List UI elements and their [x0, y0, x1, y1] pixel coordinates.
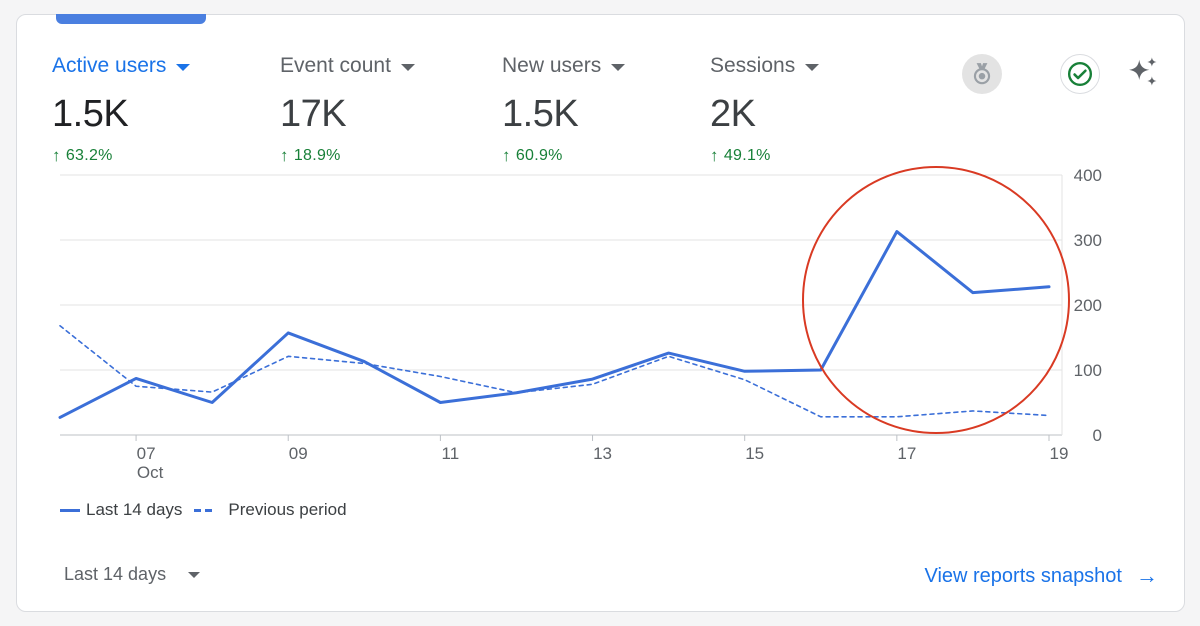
- x-tick-label: 17: [897, 444, 916, 463]
- metric-value: 1.5K: [502, 93, 579, 135]
- check-circle-icon[interactable]: [1060, 54, 1100, 94]
- metric-event-count[interactable]: Event count 17K ↑ 18.9%: [280, 52, 415, 166]
- metric-value: 2K: [710, 93, 756, 135]
- view-reports-snapshot-link[interactable]: View reports snapshot →: [924, 563, 1158, 589]
- highlight-circle: [802, 166, 1070, 434]
- metric-delta: 63.2%: [65, 147, 113, 164]
- x-tick-label: 07: [137, 444, 156, 463]
- solid-line-swatch: [60, 508, 80, 512]
- medal-icon[interactable]: [962, 54, 1002, 94]
- analytics-card: [16, 14, 1185, 612]
- caret-down-icon: [188, 571, 201, 578]
- metric-delta: 18.9%: [293, 147, 341, 164]
- x-tick-label: 13: [593, 444, 612, 463]
- legend-item-current: Last 14 days: [60, 500, 182, 520]
- metric-value: 1.5K: [52, 93, 129, 135]
- series-line-previous: [59, 324, 1050, 418]
- y-tick-label: 0: [1093, 426, 1102, 445]
- metric-sessions[interactable]: Sessions 2K ↑ 49.1%: [710, 52, 820, 166]
- x-tick-label: 15: [745, 444, 764, 463]
- date-range-select[interactable]: Last 14 days: [64, 564, 201, 585]
- arrow-right-icon: →: [1136, 563, 1158, 588]
- caret-down-icon[interactable]: [400, 63, 415, 71]
- y-tick-label: 200: [1074, 296, 1102, 315]
- caret-down-icon[interactable]: [805, 63, 820, 71]
- metric-delta: 49.1%: [723, 147, 771, 164]
- x-tick-label: 09: [289, 444, 308, 463]
- metric-label: Sessions: [710, 54, 796, 77]
- dashed-line-swatch: [194, 508, 217, 512]
- chart-legend: Last 14 days Previous period: [60, 500, 359, 520]
- metric-label: Active users: [52, 54, 167, 77]
- metric-active-users[interactable]: Active users 1.5K ↑ 63.2%: [52, 52, 191, 166]
- arrow-up-icon: ↑: [280, 146, 289, 165]
- legend-item-previous: Previous period: [194, 500, 347, 520]
- sparkle-icon[interactable]: [1124, 54, 1164, 94]
- caret-down-icon[interactable]: [611, 63, 626, 71]
- metric-new-users[interactable]: New users 1.5K ↑ 60.9%: [502, 52, 626, 166]
- active-tab-indicator: [56, 14, 206, 24]
- arrow-up-icon: ↑: [502, 146, 511, 165]
- metric-value: 17K: [280, 93, 347, 135]
- view-link-label: View reports snapshot: [924, 564, 1122, 587]
- x-tick-label: 11: [442, 444, 460, 463]
- arrow-up-icon: ↑: [710, 146, 719, 165]
- x-tick-label: 19: [1050, 444, 1069, 463]
- arrow-up-icon: ↑: [52, 146, 61, 165]
- y-tick-label: 300: [1074, 231, 1102, 250]
- x-tick-sublabel: Oct: [137, 463, 164, 482]
- y-tick-label: 100: [1074, 361, 1102, 380]
- legend-label: Previous period: [228, 500, 347, 519]
- metric-label: New users: [502, 54, 602, 77]
- date-range-label: Last 14 days: [64, 564, 167, 584]
- caret-down-icon[interactable]: [176, 63, 191, 71]
- metric-delta: 60.9%: [515, 147, 563, 164]
- metric-label: Event count: [280, 54, 391, 77]
- series-line-current: [58, 230, 1051, 419]
- legend-label: Last 14 days: [86, 500, 183, 519]
- y-tick-label: 400: [1074, 166, 1102, 185]
